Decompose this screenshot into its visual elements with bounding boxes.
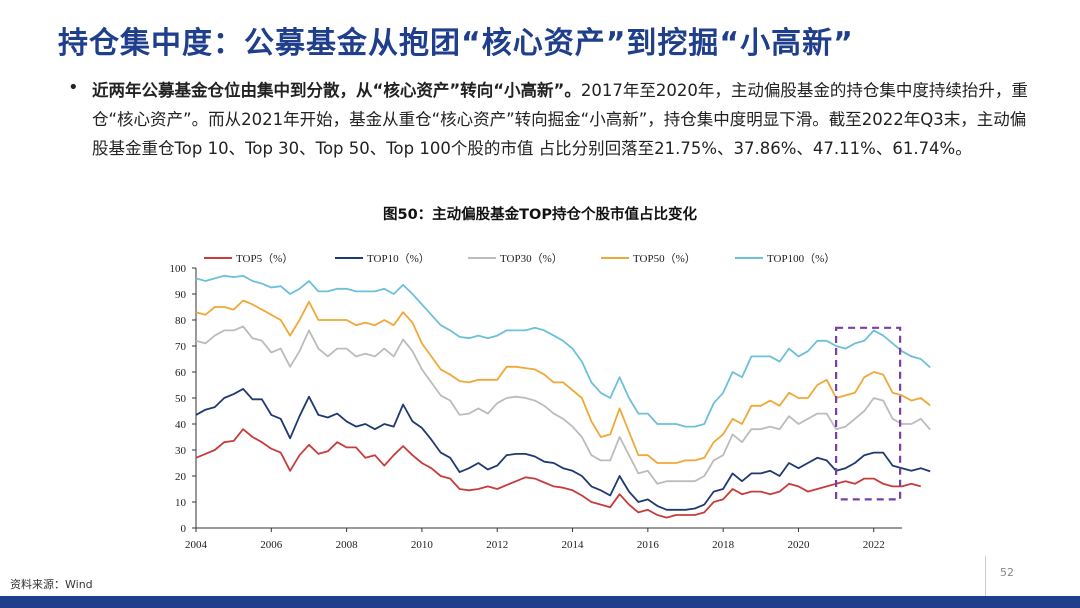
legend-label-4: TOP50（%） [633, 252, 696, 265]
slide-title: 持仓集中度：公募基金从抱团“核心资产”到挖掘“小高新” [58, 26, 854, 61]
y-tick-label: 30 [175, 445, 187, 457]
series-line-5 [195, 274, 931, 428]
x-tick-label: 2012 [486, 539, 508, 551]
y-tick-label: 80 [175, 315, 187, 327]
y-tick-label: 90 [175, 289, 187, 301]
series-line-3 [195, 325, 931, 485]
legend-label-3: TOP30（%） [500, 252, 563, 265]
x-tick-label: 2014 [562, 539, 585, 551]
source-note: 资料来源：Wind [10, 578, 93, 591]
x-tick-label: 2008 [336, 539, 359, 551]
y-tick-label: 10 [175, 497, 187, 509]
y-tick-label: 20 [175, 471, 187, 483]
y-tick-label: 60 [175, 367, 187, 379]
bullet-text: 近两年公募基金仓位由集中到分散，从“核心资产”转向“小高新”。2017年至202… [92, 76, 1028, 163]
y-tick-label: 70 [175, 341, 187, 353]
y-tick-label: 0 [181, 523, 187, 535]
x-tick-label: 2010 [411, 539, 434, 551]
y-tick-label: 40 [175, 419, 187, 431]
x-tick-label: 2016 [637, 539, 660, 551]
x-tick-label: 2006 [260, 539, 283, 551]
x-tick-label: 2020 [787, 539, 810, 551]
series-line-2 [195, 387, 931, 511]
bullet-bold-lead: 近两年公募基金仓位由集中到分散，从“核心资产”转向“小高新”。 [92, 81, 581, 100]
footer-bar [0, 596, 1080, 608]
figure-caption: 图50：主动偏股基金TOP持仓个股市值占比变化 [382, 207, 698, 223]
y-tick-label: 50 [175, 393, 187, 405]
series-line-4 [195, 299, 931, 464]
bullet-dot-icon: • [68, 77, 79, 98]
bullet-body: 2017年至2020年，主动偏股基金的持仓集中度持续抬升，重仓“核心资产”。而从… [92, 81, 1028, 158]
y-tick-label: 100 [170, 263, 187, 275]
bullet-paragraph: • 近两年公募基金仓位由集中到分散，从“核心资产”转向“小高新”。2017年至2… [68, 76, 1028, 163]
x-tick-label: 2022 [863, 539, 885, 551]
legend-label-5: TOP100（%） [767, 252, 835, 265]
x-tick-label: 2018 [712, 539, 735, 551]
legend-label-2: TOP10（%） [367, 252, 430, 265]
page-number: 52 [1000, 566, 1014, 579]
x-tick-label: 2004 [185, 539, 208, 551]
legend-label-1: TOP5（%） [236, 252, 293, 265]
series-line-1 [195, 428, 922, 519]
highlight-box [835, 326, 902, 501]
footer-divider [985, 556, 986, 596]
